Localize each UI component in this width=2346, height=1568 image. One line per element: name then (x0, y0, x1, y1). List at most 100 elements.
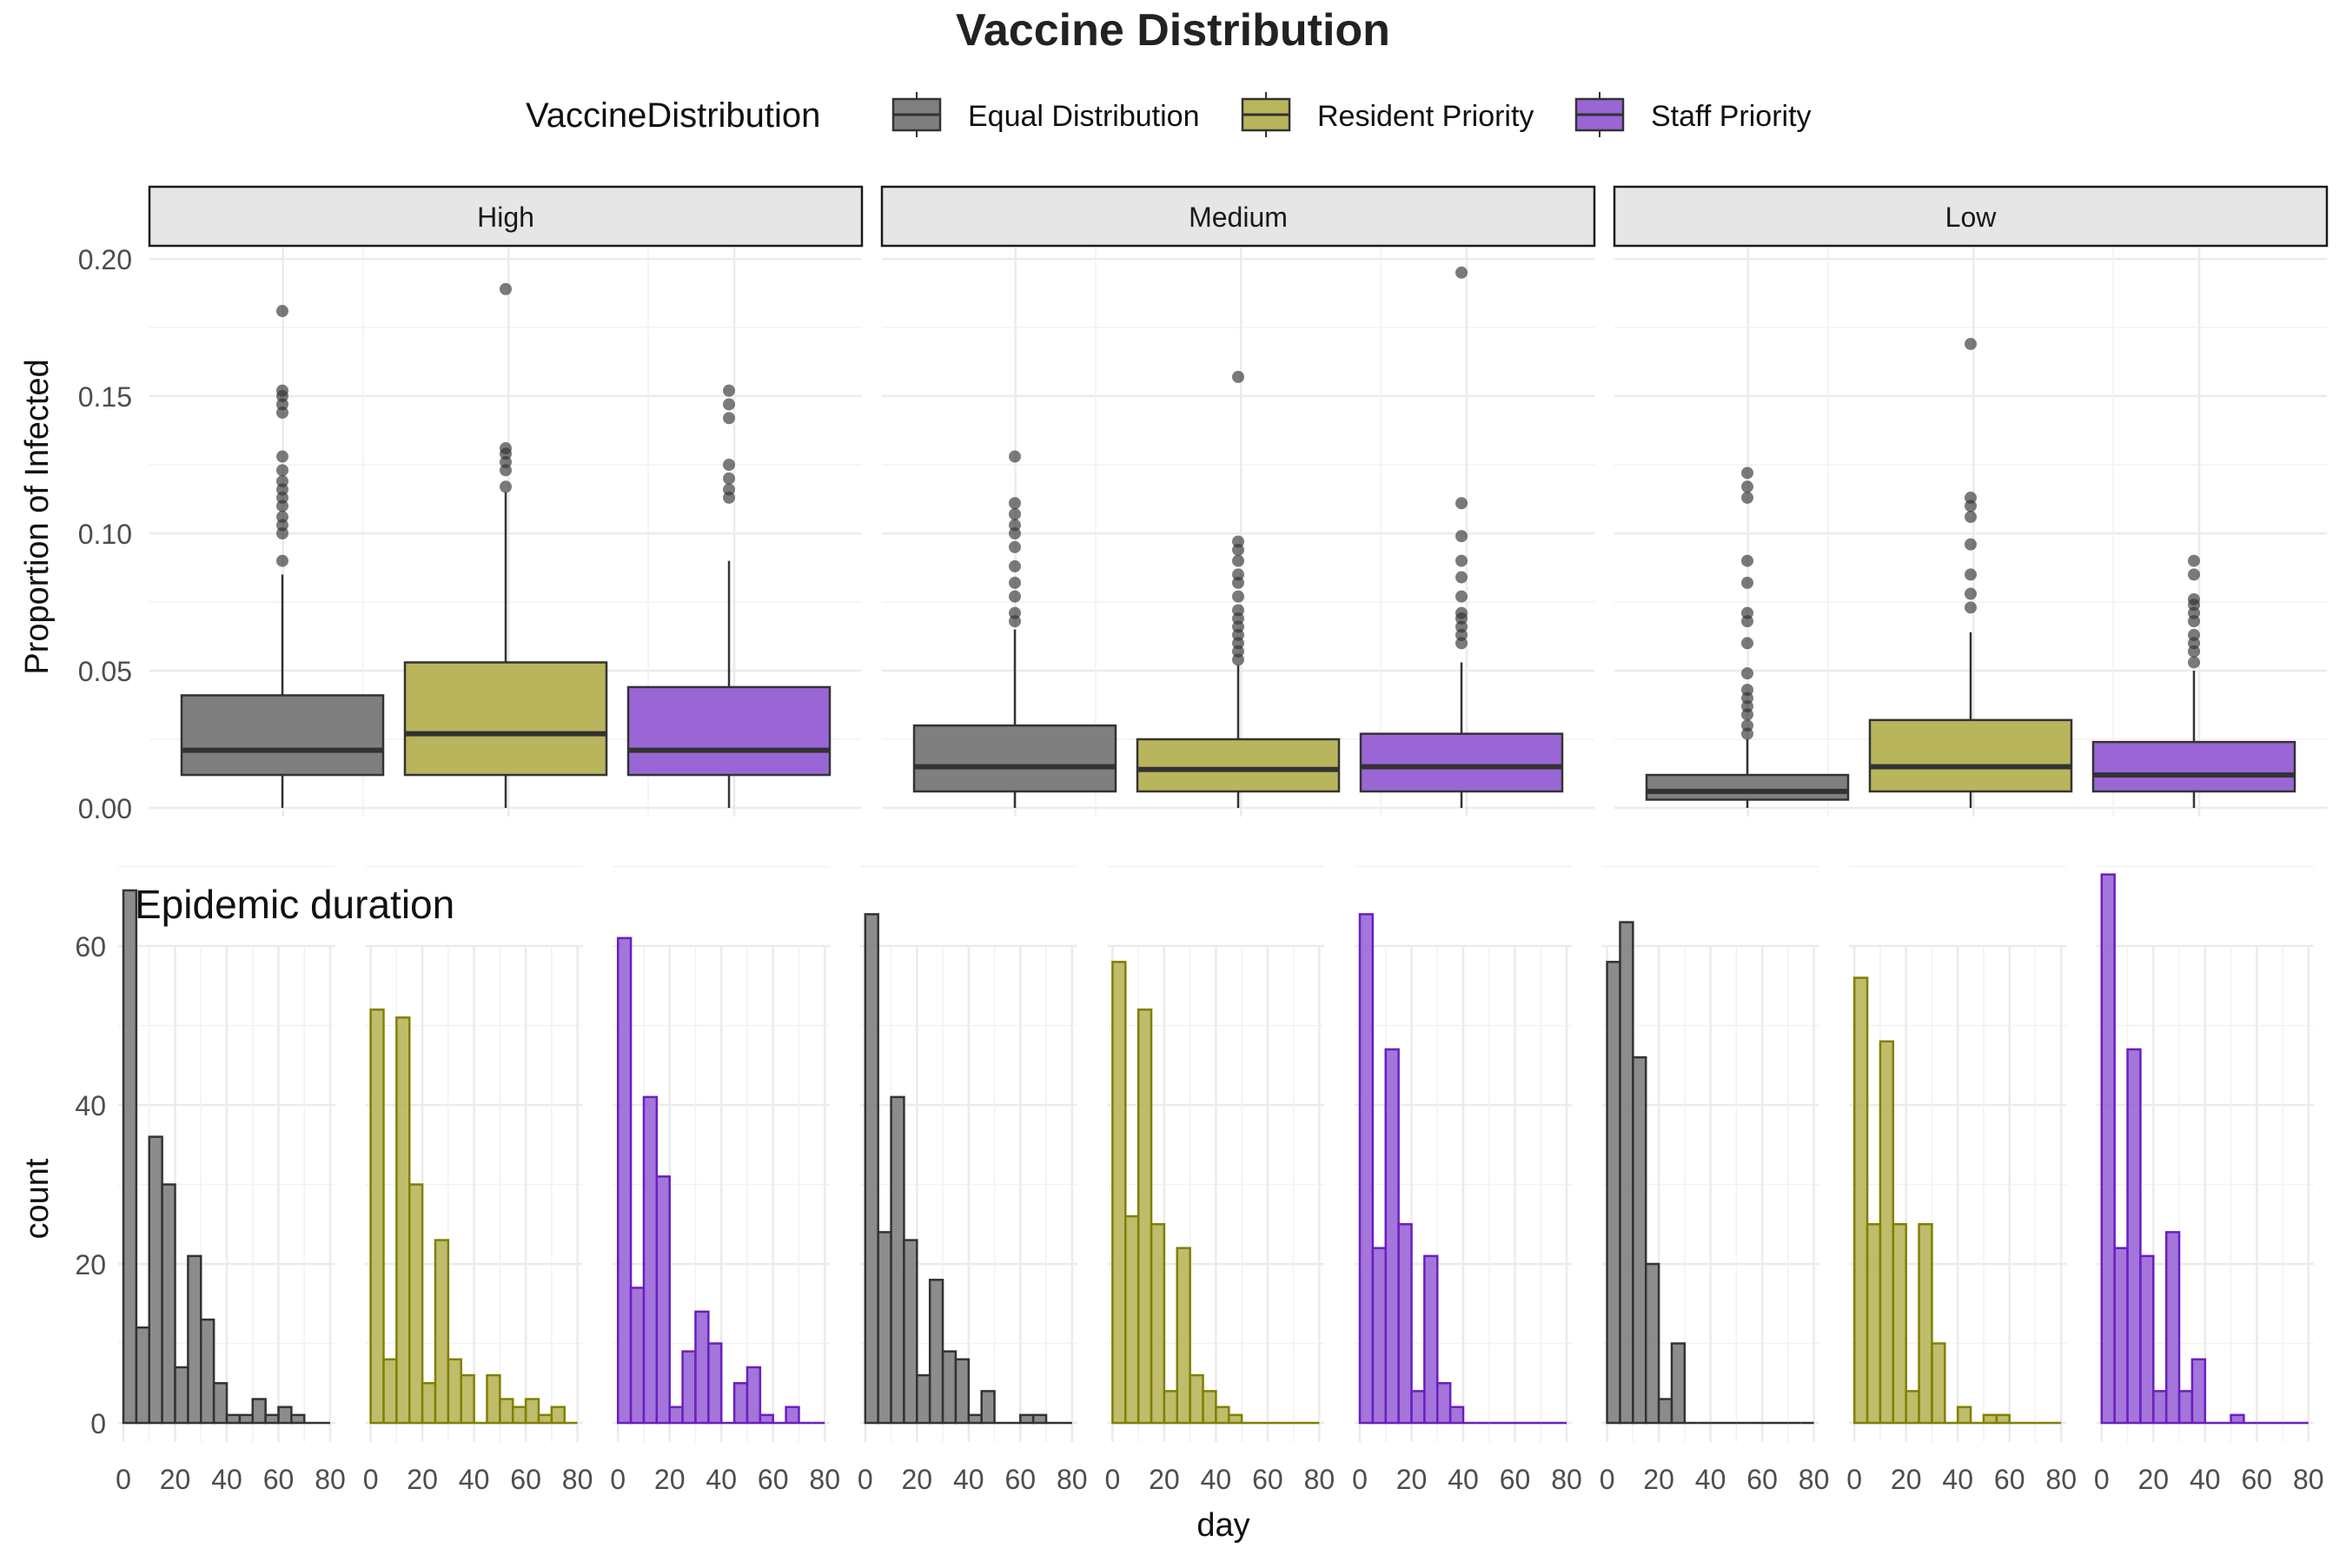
histogram-xtick-label: 40 (1448, 1464, 1479, 1495)
histogram-xtick-label: 40 (1201, 1464, 1232, 1495)
box-outlier (1741, 667, 1753, 680)
histogram-bar (1111, 961, 1127, 1425)
box-outlier (1965, 511, 1977, 524)
histogram-bar (537, 1413, 553, 1425)
box-equal-distribution (912, 450, 1117, 808)
box-body (180, 694, 385, 777)
boxplot-panel-low: Low (1613, 185, 2329, 817)
boxplot-panel-high: High (148, 185, 864, 817)
histogram-bar (941, 1350, 958, 1425)
histogram-xtick-label: 40 (459, 1464, 490, 1495)
box-outlier (1965, 601, 1977, 614)
histogram-xtick-label: 0 (2094, 1464, 2110, 1495)
box-outlier (276, 554, 288, 567)
histogram-xtick-label: 40 (706, 1464, 737, 1495)
histogram-xtick-label: 80 (1304, 1464, 1335, 1495)
histogram-xtick-label: 0 (1600, 1464, 1615, 1495)
histogram-bar (1358, 913, 1375, 1425)
histogram-bar (746, 1366, 762, 1425)
histogram-bar (616, 936, 633, 1425)
histogram-bar (212, 1382, 229, 1425)
histogram-bar (1931, 1342, 1946, 1425)
histogram-bar (511, 1406, 527, 1425)
histogram-bar (954, 1358, 971, 1425)
histogram-bar (1892, 1223, 1907, 1425)
box-outlier (276, 450, 288, 463)
box-body (2091, 740, 2296, 793)
histogram-xtick-label: 0 (610, 1464, 626, 1495)
histogram-bar (1852, 976, 1869, 1425)
histogram-xtick-label: 40 (2190, 1464, 2221, 1495)
histogram-bar (903, 1239, 918, 1425)
box-body (912, 724, 1117, 793)
histogram-bar (1670, 1342, 1687, 1425)
box-outlier (1009, 507, 1021, 520)
histogram-xtick-label: 80 (1057, 1464, 1088, 1495)
box-body (1359, 732, 1564, 793)
boxplot-ytick-label: 0.15 (78, 381, 132, 413)
box-outlier (2188, 592, 2200, 605)
histogram-bar (1866, 1223, 1882, 1425)
box-outlier (1741, 480, 1753, 493)
histogram-bar (1606, 961, 1621, 1425)
histogram-bar (148, 1135, 163, 1425)
histogram-xtick-label: 80 (2293, 1464, 2324, 1495)
legend-key-2 (1574, 92, 1625, 137)
box-outlier (1009, 519, 1021, 532)
histogram-bar (225, 1413, 242, 1425)
box-staff-priority (626, 384, 832, 808)
histogram-bar (174, 1366, 189, 1425)
box-outlier (1741, 637, 1753, 650)
histogram-xtick-label: 40 (1695, 1464, 1726, 1495)
histogram-bar (655, 1175, 671, 1425)
histogram-bar (2164, 1231, 2181, 1425)
histogram-bar (408, 1183, 424, 1425)
box-body (403, 661, 608, 777)
box-outlier (1741, 719, 1753, 732)
boxplot-panel-medium: Medium (880, 185, 1596, 817)
box-resident-priority (403, 282, 608, 808)
histogram-panels: 0 20 40 60 0 20 40 60 80 0 20 40 60 80 0 20 40 60 80 0 20 40 6… (75, 865, 2324, 1495)
box-outlier (1009, 606, 1021, 619)
box-outlier (276, 511, 288, 524)
histogram-bar (2139, 1254, 2155, 1425)
histogram-xtick-label: 20 (407, 1464, 438, 1495)
histogram-bar (864, 913, 879, 1425)
legend-label-0: Equal Distribution (968, 100, 1199, 133)
box-outlier (1232, 370, 1244, 383)
histogram-bar (1019, 1413, 1035, 1425)
box-outlier (1232, 568, 1244, 581)
histogram-xtick-label: 0 (116, 1464, 131, 1495)
boxplot-ytick-label: 0.10 (78, 519, 132, 550)
box-body (1645, 773, 1850, 801)
box-resident-priority (1868, 337, 2073, 808)
histogram-panel-9: 0 20 40 60 80 (2094, 865, 2324, 1495)
box-outlier (2188, 554, 2200, 567)
box-resident-priority (1136, 370, 1341, 808)
histogram-bar (238, 1413, 254, 1425)
histogram-xtick-label: 0 (363, 1464, 379, 1495)
box-outlier (723, 384, 735, 397)
box-body (1868, 718, 2073, 793)
histogram-bar (732, 1382, 749, 1425)
box-staff-priority (1359, 266, 1564, 808)
histogram-xtick-label: 60 (1746, 1464, 1778, 1495)
histogram-bar (759, 1413, 774, 1425)
box-outlier (1232, 590, 1244, 603)
boxplot-ytick-label: 0.20 (78, 244, 132, 275)
histogram-bar (1397, 1223, 1413, 1425)
histogram-bar (1031, 1413, 1048, 1425)
histogram-xtick-label: 60 (1005, 1464, 1037, 1495)
box-outlier (1455, 590, 1468, 603)
histogram-bar (1202, 1390, 1217, 1425)
histogram-bar (460, 1373, 475, 1425)
histogram-bar (1657, 1398, 1673, 1425)
histogram-bar (681, 1350, 697, 1425)
histogram-bar (668, 1406, 684, 1425)
boxplot-ytick-label: 0.05 (78, 656, 132, 687)
legend-title: VaccineDistribution (526, 96, 820, 135)
histogram-panel-6: 0 20 40 60 80 (1352, 865, 1582, 1495)
histogram-ytick-label: 60 (75, 931, 106, 963)
box-outlier (1965, 337, 1977, 350)
